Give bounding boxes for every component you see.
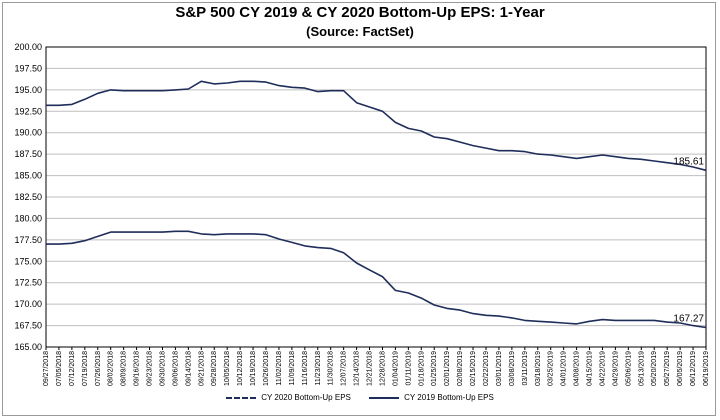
y-tick-label: 170.00 <box>14 299 42 309</box>
x-tick-label: 08/02/2018 <box>108 351 115 386</box>
x-tick-label: 04/29/2019 <box>612 351 619 386</box>
plot-area <box>45 46 707 348</box>
x-tick-label: 02/01/2019 <box>444 351 451 386</box>
x-tick-label: 04/01/2019 <box>561 351 568 386</box>
x-tick-label: 09/21/2018 <box>198 351 205 386</box>
x-tick-label: 01/18/2019 <box>418 351 425 386</box>
x-tick-label: 11/23/2018 <box>315 351 322 386</box>
y-tick-label: 167.50 <box>14 321 42 331</box>
x-tick-label: 10/05/2018 <box>224 351 231 386</box>
y-tick-label: 200.00 <box>14 42 42 52</box>
x-tick-label: 02/08/2019 <box>457 351 464 386</box>
legend-label-cy2019: CY 2019 Bottom-Up EPS <box>404 393 494 403</box>
x-tick-label: 09/27/2018 <box>43 351 50 386</box>
x-tick-label: 05/20/2019 <box>651 351 658 386</box>
y-tick-label: 172.50 <box>14 278 42 288</box>
legend-item-cy2019: CY 2019 Bottom-Up EPS <box>369 393 494 402</box>
x-tick-label: 11/09/2018 <box>289 351 296 386</box>
x-tick-label: 07/12/2018 <box>69 351 76 386</box>
x-tick-label: 12/21/2018 <box>367 351 374 386</box>
x-tick-label: 07/19/2018 <box>82 351 89 386</box>
legend-swatch-solid <box>369 397 400 400</box>
x-tick-label: 09/30/2018 <box>159 351 166 386</box>
x-tick-label: 08/09/2018 <box>121 351 128 386</box>
x-tick-label: 04/15/2019 <box>587 351 594 386</box>
x-tick-label: 11/16/2018 <box>302 351 309 386</box>
x-tick-label: 03/08/2019 <box>509 351 516 386</box>
y-tick-label: 195.00 <box>14 85 42 95</box>
y-tick-label: 190.00 <box>14 128 42 138</box>
legend-swatch-dashed <box>226 397 257 400</box>
x-tick-label: 10/19/2018 <box>250 351 257 386</box>
legend: CY 2020 Bottom-Up EPS CY 2019 Bottom-Up … <box>0 393 720 402</box>
x-tick-label: 01/25/2019 <box>431 351 438 386</box>
x-tick-label: 06/12/2019 <box>690 351 697 386</box>
y-tick-label: 197.50 <box>14 63 42 73</box>
x-tick-label: 03/18/2019 <box>535 351 542 386</box>
x-tick-label: 07/05/2018 <box>56 351 63 386</box>
x-tick-label: 02/15/2019 <box>470 351 477 386</box>
x-tick-label: 11/30/2018 <box>328 351 335 386</box>
x-tick-label: 09/23/2018 <box>147 351 154 386</box>
series-line-cy2020 <box>46 80 707 172</box>
x-tick-label: 09/14/2018 <box>185 351 192 386</box>
end-label-cy2019: 167.27 <box>673 314 704 325</box>
x-tick-label: 12/28/2018 <box>379 351 386 386</box>
x-tick-label: 06/05/2019 <box>677 351 684 386</box>
y-tick-label: 187.50 <box>14 149 42 159</box>
y-tick-label: 185.00 <box>14 171 42 181</box>
x-tick-label: 06/19/2019 <box>703 351 710 386</box>
x-tick-label: 04/08/2019 <box>574 351 581 386</box>
x-tick-label: 05/27/2019 <box>664 351 671 386</box>
x-tick-label: 09/06/2018 <box>172 351 179 386</box>
y-tick-label: 180.00 <box>14 213 42 223</box>
x-tick-label: 09/28/2018 <box>211 351 218 386</box>
y-tick-label: 192.50 <box>14 106 42 116</box>
y-tick-label: 165.00 <box>14 342 42 352</box>
y-tick-label: 182.50 <box>14 192 42 202</box>
x-tick-label: 10/12/2018 <box>237 351 244 386</box>
x-tick-label: 01/04/2019 <box>392 351 399 386</box>
x-tick-label: 10/26/2018 <box>263 351 270 386</box>
x-tick-label: 12/14/2018 <box>354 351 361 386</box>
x-tick-label: 12/07/2018 <box>341 351 348 386</box>
x-tick-label: 04/22/2019 <box>599 351 606 386</box>
x-tick-label: 03/01/2019 <box>496 351 503 386</box>
chart-title: S&P 500 CY 2019 & CY 2020 Bottom-Up EPS:… <box>175 4 545 21</box>
x-tick-label: 05/13/2019 <box>638 351 645 386</box>
x-tick-label: 01/11/2019 <box>405 351 412 386</box>
x-tick-label: 07/26/2018 <box>95 351 102 386</box>
chart-subtitle: (Source: FactSet) <box>306 24 414 39</box>
end-label-cy2020: 185.61 <box>673 156 704 167</box>
x-tick-label: 05/06/2019 <box>625 351 632 386</box>
y-tick-label: 175.00 <box>14 256 42 266</box>
x-tick-label: 11/02/2018 <box>276 351 283 386</box>
y-tick-label: 177.50 <box>14 235 42 245</box>
x-tick-label: 03/25/2019 <box>548 351 555 386</box>
x-tick-label: 02/22/2019 <box>483 351 490 386</box>
legend-item-cy2020: CY 2020 Bottom-Up EPS <box>226 393 351 402</box>
x-tick-label: 09/16/2018 <box>134 351 141 386</box>
series-line-cy2019 <box>46 230 707 329</box>
legend-label-cy2020: CY 2020 Bottom-Up EPS <box>261 393 351 403</box>
x-tick-label: 03/11/2019 <box>522 351 529 386</box>
